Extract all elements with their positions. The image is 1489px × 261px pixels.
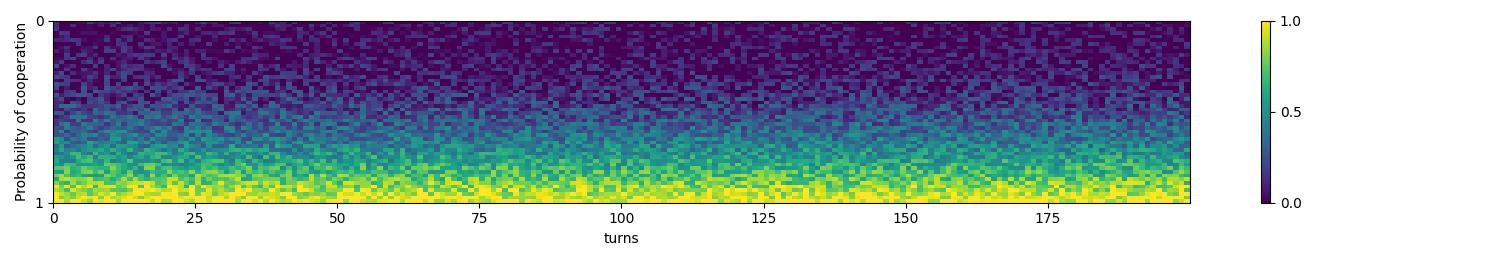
X-axis label: turns: turns bbox=[603, 232, 639, 246]
Y-axis label: Probability of cooperation: Probability of cooperation bbox=[15, 22, 28, 201]
